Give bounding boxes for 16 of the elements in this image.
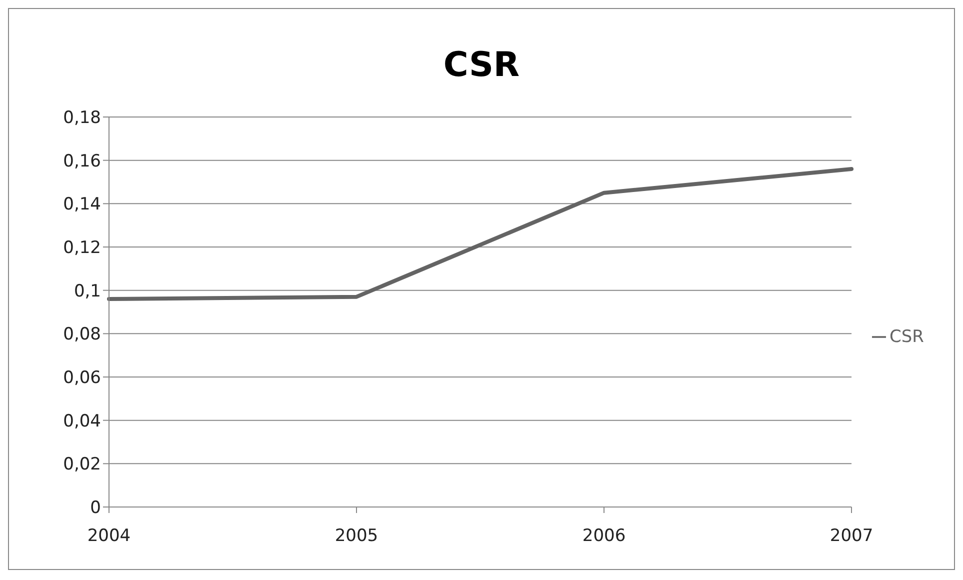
y-tick-label: 0,06 (63, 368, 101, 388)
x-tick-label: 2004 (87, 526, 131, 546)
y-tick-label: 0,14 (63, 194, 101, 215)
y-tick-label: 0,16 (63, 151, 101, 172)
x-tick-label: 2006 (582, 526, 626, 546)
x-tick-label: 2007 (830, 526, 874, 546)
y-tick-label: 0,02 (63, 454, 101, 475)
x-tick-label: 2005 (334, 526, 378, 546)
y-tick-label: 0 (90, 498, 101, 518)
legend-label: CSR (890, 327, 924, 347)
y-tick-label: 0,1 (74, 281, 101, 302)
y-tick-label: 0,12 (63, 238, 101, 258)
chart-title: CSR (442, 45, 521, 85)
y-tick-label: 0,08 (63, 324, 101, 345)
y-tick-label: 0,18 (63, 108, 101, 128)
y-tick-label: 0,04 (63, 411, 101, 432)
